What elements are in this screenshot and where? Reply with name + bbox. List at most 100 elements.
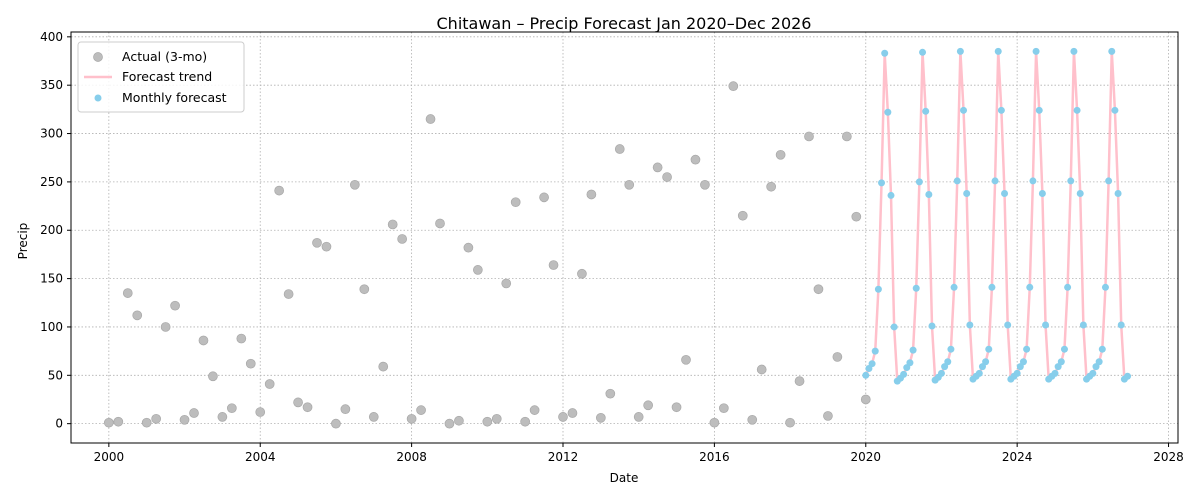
- actual-point: [208, 371, 218, 382]
- actual-point: [274, 185, 285, 196]
- actual-point: [595, 413, 606, 423]
- forecast-point: [912, 284, 920, 292]
- y-tick-label: 400: [40, 30, 63, 44]
- forecast-point: [1108, 47, 1116, 55]
- actual-point: [860, 394, 871, 405]
- y-tick-label: 50: [48, 368, 63, 382]
- actual-point: [548, 260, 559, 270]
- forecast-point: [878, 179, 886, 187]
- actual-point: [633, 412, 644, 422]
- forecast-point: [947, 345, 955, 353]
- actual-point: [435, 218, 445, 229]
- forecast-point: [937, 369, 945, 377]
- forecast-point: [906, 359, 914, 367]
- actual-point: [245, 358, 256, 369]
- forecast-point: [922, 107, 930, 115]
- actual-point: [368, 412, 379, 422]
- actual-point: [529, 405, 540, 415]
- actual-point: [425, 114, 436, 124]
- actual-point: [170, 300, 180, 311]
- forecast-point: [1001, 189, 1009, 197]
- actual-point: [804, 131, 814, 142]
- legend-label-trend: Forecast trend: [122, 69, 212, 84]
- forecast-point: [1101, 283, 1109, 291]
- forecast-point: [884, 108, 892, 116]
- actual-point: [671, 402, 682, 413]
- forecast-trend-line: [864, 50, 1129, 383]
- forecast-point: [1042, 321, 1050, 329]
- forecast-point: [1026, 283, 1034, 291]
- actual-point: [302, 402, 313, 413]
- actual-point: [737, 210, 748, 221]
- forecast-point: [1057, 358, 1065, 366]
- forecast-point: [887, 191, 895, 199]
- forecast-point: [871, 347, 879, 355]
- forecast-point: [1013, 369, 1021, 377]
- forecast-point: [1060, 345, 1068, 353]
- legend: Actual (3-mo) Forecast trend Monthly for…: [77, 41, 245, 113]
- actual-point: [766, 181, 777, 192]
- y-tick-label: 150: [40, 272, 63, 286]
- forecast-point: [956, 47, 964, 55]
- actual-point: [141, 417, 152, 428]
- actual-point: [747, 414, 758, 425]
- actual-point: [728, 81, 739, 92]
- actual-point: [690, 154, 701, 165]
- forecast-point: [1098, 345, 1106, 353]
- actual-point: [472, 265, 483, 275]
- actual-point: [226, 403, 237, 414]
- actual-point: [283, 289, 294, 299]
- actual-point: [321, 241, 332, 252]
- forecast-point: [1105, 177, 1113, 185]
- forecast-point: [900, 370, 908, 378]
- actual-point: [264, 379, 275, 389]
- forecast-point: [1095, 358, 1103, 366]
- forecast-point: [944, 358, 952, 366]
- actual-point: [823, 411, 833, 421]
- chart-title: Chitawan – Precip Forecast Jan 2020–Dec …: [437, 14, 812, 33]
- y-tick-label: 0: [55, 417, 63, 431]
- y-tick-label: 300: [40, 127, 63, 141]
- actual-point: [331, 418, 341, 429]
- actual-point: [444, 418, 455, 429]
- forecast-point: [919, 48, 927, 56]
- actual-point: [700, 179, 710, 190]
- forecast-point: [950, 283, 958, 291]
- forecast-point: [868, 360, 876, 368]
- actual-point: [151, 413, 162, 424]
- actual-point: [217, 412, 228, 422]
- forecast-point: [985, 345, 993, 353]
- forecast-point: [1023, 345, 1031, 353]
- actual-point: [312, 237, 322, 248]
- y-axis-ticks: 0 50 100 150 200 250 300 350 400: [40, 30, 71, 431]
- x-tick-label: 2004: [245, 450, 276, 464]
- actual-point: [851, 211, 862, 222]
- actual-point: [387, 219, 398, 230]
- forecast-point: [881, 49, 889, 57]
- series-monthly-forecast: [862, 47, 1132, 385]
- forecast-point: [991, 177, 999, 185]
- forecast-point: [966, 321, 974, 329]
- forecast-point: [1073, 106, 1081, 114]
- actual-point: [813, 284, 824, 295]
- actual-point: [558, 412, 568, 422]
- actual-point: [491, 413, 502, 424]
- forecast-point: [1076, 189, 1084, 197]
- legend-label-forecast: Monthly forecast: [122, 90, 227, 105]
- actual-point: [454, 415, 464, 426]
- actual-point: [709, 417, 720, 428]
- plot-area-frame: [70, 31, 1179, 444]
- actual-point: [122, 288, 133, 298]
- actual-point: [340, 404, 351, 415]
- x-tick-label: 2028: [1153, 450, 1184, 464]
- forecast-point: [909, 346, 917, 354]
- actual-point: [349, 179, 360, 190]
- actual-point: [189, 408, 199, 418]
- forecast-point: [915, 178, 923, 186]
- actual-point: [832, 352, 843, 362]
- actual-point: [785, 417, 795, 428]
- forecast-point: [960, 106, 968, 114]
- legend-box: [77, 41, 245, 113]
- forecast-point: [890, 323, 898, 331]
